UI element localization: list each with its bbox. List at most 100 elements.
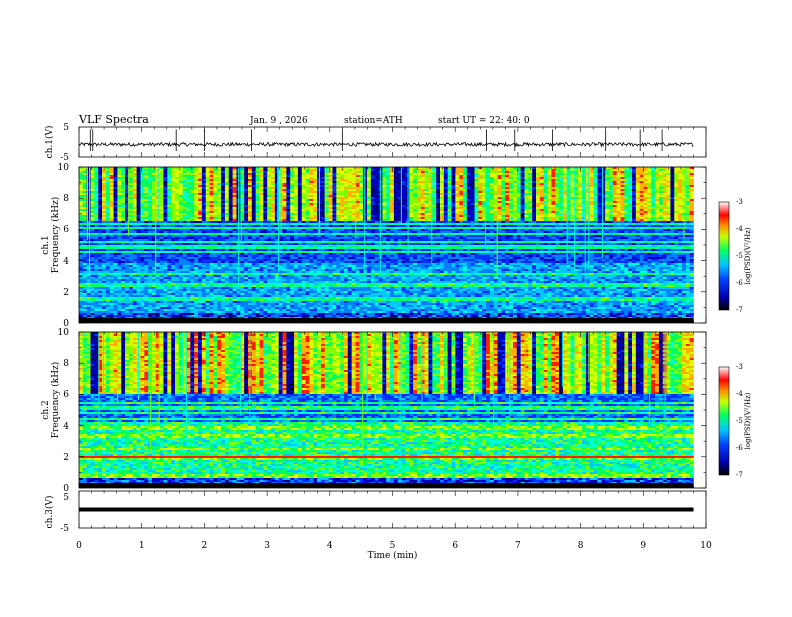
- spectrogram-cell: [221, 219, 225, 221]
- spectrogram-cell: [140, 185, 144, 187]
- spectrogram-cell: [160, 205, 164, 207]
- spectrogram-cell: [271, 203, 275, 205]
- spectrogram-cell: [156, 221, 160, 223]
- spectrogram-cell: [121, 171, 125, 173]
- spectrogram-cell: [421, 187, 425, 189]
- spectrogram-cell: [455, 171, 459, 173]
- spectrogram-cell: [98, 185, 102, 187]
- spectrogram-cell: [663, 183, 667, 185]
- spectrogram-cell: [551, 179, 555, 181]
- spectrogram-cell: [386, 219, 390, 221]
- spectrogram-cell: [555, 173, 559, 175]
- spectrogram-cell: [421, 191, 425, 193]
- spectrogram-cell: [421, 201, 425, 203]
- spectrogram-cell: [674, 223, 678, 225]
- spectrogram-cell: [367, 187, 371, 189]
- spectrogram-cell: [544, 205, 548, 207]
- spectrogram-cell: [79, 187, 83, 189]
- spectrogram-cell: [636, 225, 640, 227]
- spectrogram-cell: [233, 215, 237, 217]
- spectrogram-cell: [609, 177, 613, 179]
- spectrogram-cell: [225, 193, 229, 195]
- spectrogram-cell: [129, 201, 133, 203]
- spectrogram-cell: [129, 175, 133, 177]
- spectrogram-cell: [94, 215, 98, 217]
- spectrogram-cell: [425, 183, 429, 185]
- spectrogram-cell: [382, 183, 386, 185]
- spectrogram-cell: [594, 219, 598, 221]
- spectrogram-cell: [548, 181, 552, 183]
- spectrogram-cell: [306, 173, 310, 175]
- spectrogram-cell: [425, 193, 429, 195]
- spectrogram-cell: [233, 207, 237, 209]
- spectrogram-cell: [425, 201, 429, 203]
- spectrogram-cell: [252, 177, 256, 179]
- spectrogram-cell: [344, 199, 348, 201]
- spectrogram-cell: [167, 181, 171, 183]
- spectrogram-cell: [551, 211, 555, 213]
- spectrogram-cell: [609, 219, 613, 221]
- spectrogram-cell: [283, 175, 287, 177]
- spectrogram-cell: [175, 225, 179, 227]
- spectrogram-cell: [590, 173, 594, 175]
- spectrogram-cell: [233, 191, 237, 193]
- spectrogram-cell: [194, 193, 198, 195]
- spectrogram-cell: [571, 205, 575, 207]
- spectrogram-cell: [490, 181, 494, 183]
- spectrogram-cell: [256, 221, 260, 223]
- spectrogram-cell: [590, 219, 594, 221]
- spectrogram-cell: [597, 189, 601, 191]
- spectrogram-cell: [363, 223, 367, 225]
- spectrogram-cell: [190, 187, 194, 189]
- spectrogram-cell: [448, 191, 452, 193]
- spectrogram-cell: [198, 175, 202, 177]
- spectrogram-cell: [306, 211, 310, 213]
- spectrogram-cell: [336, 175, 340, 177]
- spectrogram-cell: [628, 225, 632, 227]
- spectrogram-cell: [532, 197, 536, 199]
- spectrogram-cell: [590, 209, 594, 211]
- spectrogram-cell: [206, 185, 210, 187]
- spectrogram-cell: [655, 191, 659, 193]
- spectrogram-cell: [628, 203, 632, 205]
- spectrogram-cell: [590, 201, 594, 203]
- spectrogram-cell: [94, 199, 98, 201]
- spectrogram-cell: [586, 197, 590, 199]
- spectrogram-cell: [513, 217, 517, 219]
- spectrogram-cell: [344, 179, 348, 181]
- spectrogram-cell: [175, 221, 179, 223]
- spectrogram-cell: [667, 195, 671, 197]
- spectrogram-cell: [306, 217, 310, 219]
- spectrogram-cell: [114, 169, 118, 171]
- spectrogram-cell: [555, 215, 559, 217]
- spectrogram-cell: [409, 177, 413, 179]
- spectrogram-cell: [628, 179, 632, 181]
- spectrogram-cell: [555, 213, 559, 215]
- spectrogram-cell: [321, 175, 325, 177]
- spectrogram-cell: [121, 221, 125, 223]
- spectrogram-cell: [501, 215, 505, 217]
- spectrogram-cell: [417, 201, 421, 203]
- spectrogram-cell: [686, 225, 690, 227]
- spectrogram-cell: [190, 213, 194, 215]
- spectrogram-cell: [620, 215, 624, 217]
- spectrogram-cell: [175, 207, 179, 209]
- spectrogram-cell: [167, 197, 171, 199]
- spectrogram-cell: [321, 219, 325, 221]
- spectrogram-cell: [321, 199, 325, 201]
- spectrogram-cell: [298, 227, 302, 229]
- spectrogram-cell: [363, 173, 367, 175]
- spectrogram-cell: [390, 183, 394, 185]
- spectrogram-cell: [501, 193, 505, 195]
- spectrogram-cell: [286, 219, 290, 221]
- spectrogram-cell: [171, 175, 175, 177]
- spectrogram-cell: [647, 225, 651, 227]
- spectrogram-cell: [601, 207, 605, 209]
- spectrogram-cell: [563, 217, 567, 219]
- spectrogram-cell: [148, 177, 152, 179]
- spectrogram-cell: [321, 173, 325, 175]
- spectrogram-cell: [452, 205, 456, 207]
- spectrogram-cell: [390, 215, 394, 217]
- spectrogram-cell: [674, 171, 678, 173]
- spectrogram-cell: [505, 207, 509, 209]
